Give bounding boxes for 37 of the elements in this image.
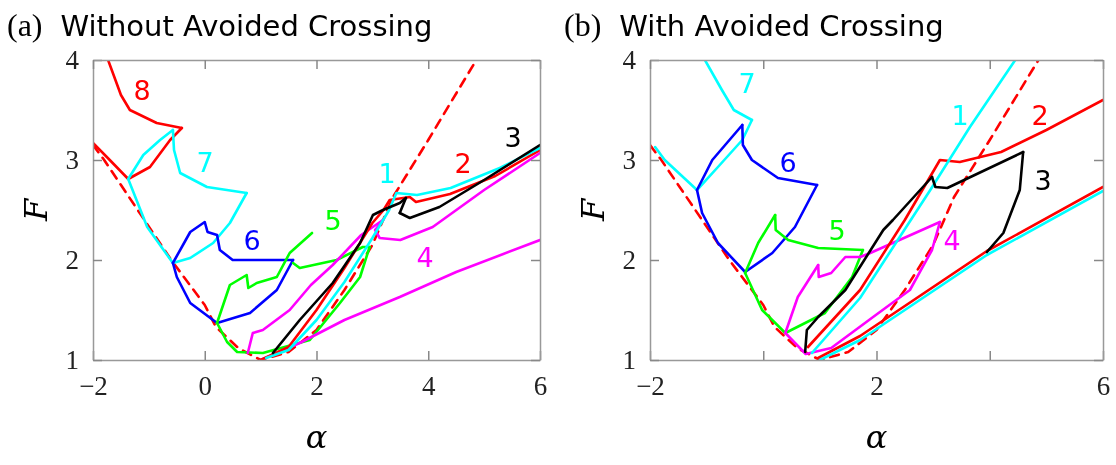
x-axis-title: α bbox=[305, 418, 328, 456]
series-label: 5 bbox=[828, 214, 846, 246]
y-axis-title: F bbox=[17, 197, 55, 223]
x-tick-label: 0 bbox=[198, 371, 212, 402]
text: 3 bbox=[504, 121, 522, 153]
series-label: 2 bbox=[1031, 99, 1049, 131]
y-tick-label: 1 bbox=[622, 345, 636, 376]
series-label: 4 bbox=[943, 224, 961, 256]
series-label: 8 bbox=[133, 74, 151, 106]
y-tick-label: 2 bbox=[65, 245, 79, 276]
y-tick-label: 4 bbox=[622, 45, 637, 76]
y-tick-label: 3 bbox=[65, 145, 79, 176]
x-tick-label: −2 bbox=[79, 371, 108, 402]
chart-title: (a) Without Avoided Crossing bbox=[7, 7, 433, 43]
series-label: 1 bbox=[378, 157, 396, 189]
x-axis-title: α bbox=[865, 418, 888, 456]
y-tick-label: 3 bbox=[622, 145, 636, 176]
series-label: 6 bbox=[779, 146, 797, 178]
y-axis-title: F bbox=[574, 197, 612, 223]
x-tick-label: −2 bbox=[636, 371, 665, 402]
series-label: 4 bbox=[416, 241, 434, 273]
x-tick-label: 2 bbox=[310, 371, 324, 402]
x-tick-label: 6 bbox=[533, 371, 548, 402]
series-label: 1 bbox=[951, 99, 969, 131]
y-tick-label: 1 bbox=[65, 345, 79, 376]
x-tick-label: 2 bbox=[870, 371, 884, 402]
y-tick-label: 2 bbox=[622, 245, 636, 276]
series-label: 7 bbox=[738, 67, 756, 99]
y-tick-label: 4 bbox=[65, 45, 80, 76]
series-label: 2 bbox=[454, 147, 472, 179]
chart-title: (b) With Avoided Crossing bbox=[564, 7, 944, 43]
x-tick-label: 4 bbox=[422, 371, 436, 402]
series-label: 3 bbox=[1034, 164, 1052, 196]
series-label: 6 bbox=[243, 224, 261, 256]
series-label: 7 bbox=[196, 146, 214, 178]
series-label: 5 bbox=[324, 204, 342, 236]
x-tick-label: 6 bbox=[1096, 371, 1111, 402]
